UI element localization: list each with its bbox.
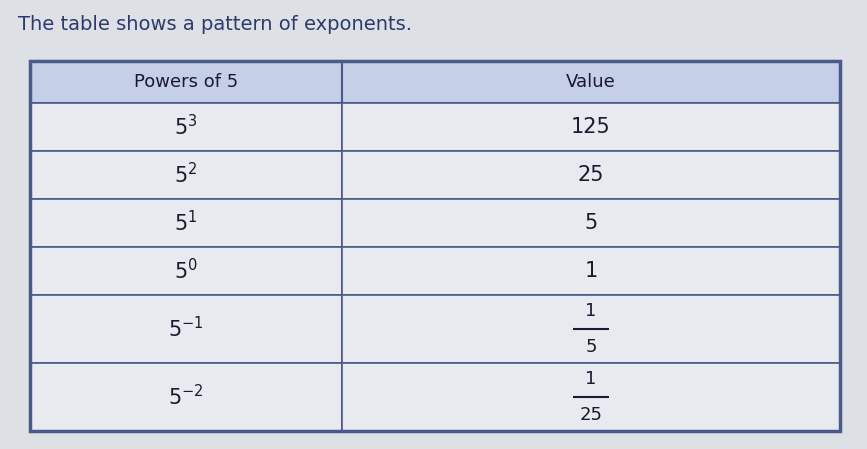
- FancyBboxPatch shape: [342, 295, 840, 363]
- Text: The table shows a pattern of exponents.: The table shows a pattern of exponents.: [18, 14, 412, 34]
- Text: $5^{3}$: $5^{3}$: [174, 114, 198, 140]
- Text: 25: 25: [577, 165, 604, 185]
- Text: $5^{2}$: $5^{2}$: [174, 163, 198, 188]
- FancyBboxPatch shape: [342, 363, 840, 431]
- FancyBboxPatch shape: [30, 295, 342, 363]
- FancyBboxPatch shape: [342, 151, 840, 199]
- FancyBboxPatch shape: [30, 363, 342, 431]
- Text: $5^{-1}$: $5^{-1}$: [168, 317, 204, 342]
- FancyBboxPatch shape: [30, 151, 342, 199]
- Text: 1: 1: [585, 370, 596, 388]
- Text: Powers of 5: Powers of 5: [134, 73, 238, 91]
- Text: Value: Value: [566, 73, 616, 91]
- FancyBboxPatch shape: [342, 247, 840, 295]
- Text: 5: 5: [584, 213, 597, 233]
- Text: $5^{0}$: $5^{0}$: [174, 259, 198, 284]
- FancyBboxPatch shape: [342, 199, 840, 247]
- Text: $5^{-2}$: $5^{-2}$: [168, 384, 204, 409]
- FancyBboxPatch shape: [30, 61, 342, 103]
- FancyBboxPatch shape: [342, 103, 840, 151]
- Text: 1: 1: [584, 261, 597, 281]
- Text: 1: 1: [585, 302, 596, 320]
- Text: 25: 25: [579, 406, 603, 424]
- Text: 5: 5: [585, 338, 596, 356]
- FancyBboxPatch shape: [30, 199, 342, 247]
- FancyBboxPatch shape: [30, 247, 342, 295]
- Text: $5^{1}$: $5^{1}$: [174, 211, 198, 236]
- FancyBboxPatch shape: [30, 103, 342, 151]
- Text: 125: 125: [571, 117, 610, 137]
- FancyBboxPatch shape: [342, 61, 840, 103]
